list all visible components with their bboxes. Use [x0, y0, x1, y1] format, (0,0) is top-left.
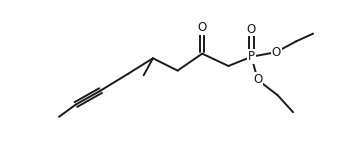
Text: O: O — [253, 73, 262, 86]
Text: O: O — [198, 21, 207, 34]
Text: O: O — [272, 46, 281, 59]
Text: O: O — [247, 22, 256, 36]
Text: P: P — [248, 50, 255, 63]
